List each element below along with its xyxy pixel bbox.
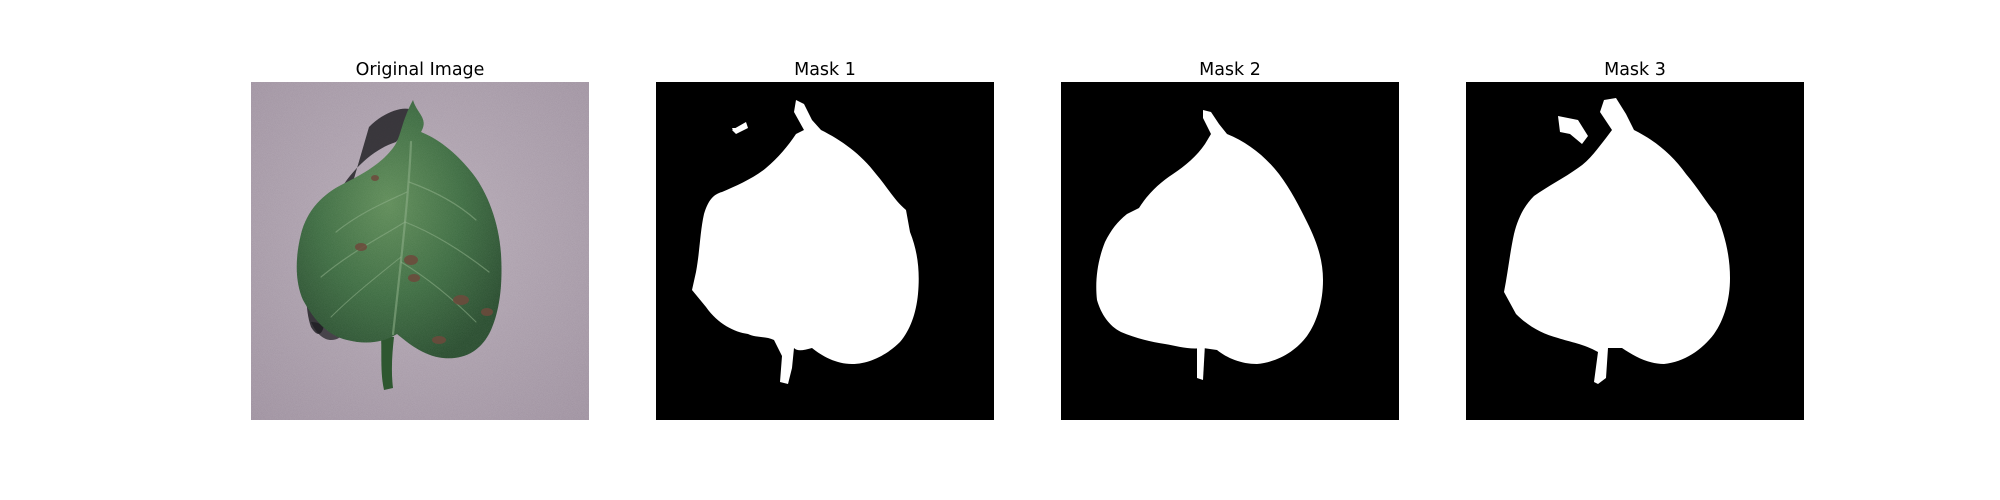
panel-title-original-image: Original Image [355,60,485,80]
panel-title-mask-3: Mask 3 [1604,60,1666,80]
mask-leaf-region [692,100,919,384]
leaf-stem [381,337,394,390]
mask-noise-blob [732,128,736,132]
panel-title-mask-1: Mask 1 [794,60,856,80]
mask-noise-blob [732,122,748,134]
panel-title-mask-2: Mask 2 [1199,60,1261,80]
original-leaf-photo [251,82,589,420]
panel-mask-1: Mask 1 [656,58,994,420]
mask-leaf-region [1096,110,1323,364]
leaf-lesions [355,175,493,344]
panel-mask-2: Mask 2 [1061,58,1399,420]
mask-leaf-region [1504,98,1730,384]
mask-noise-blob [1558,116,1588,144]
mask-1-image [656,82,994,420]
mask-2-image [1061,82,1399,420]
panel-original-image: Original Image [251,58,589,420]
panel-mask-3: Mask 3 [1466,58,1804,420]
leaf-texture [296,100,502,359]
mask-3-image [1466,82,1804,420]
mask-stem-region [1197,344,1205,380]
